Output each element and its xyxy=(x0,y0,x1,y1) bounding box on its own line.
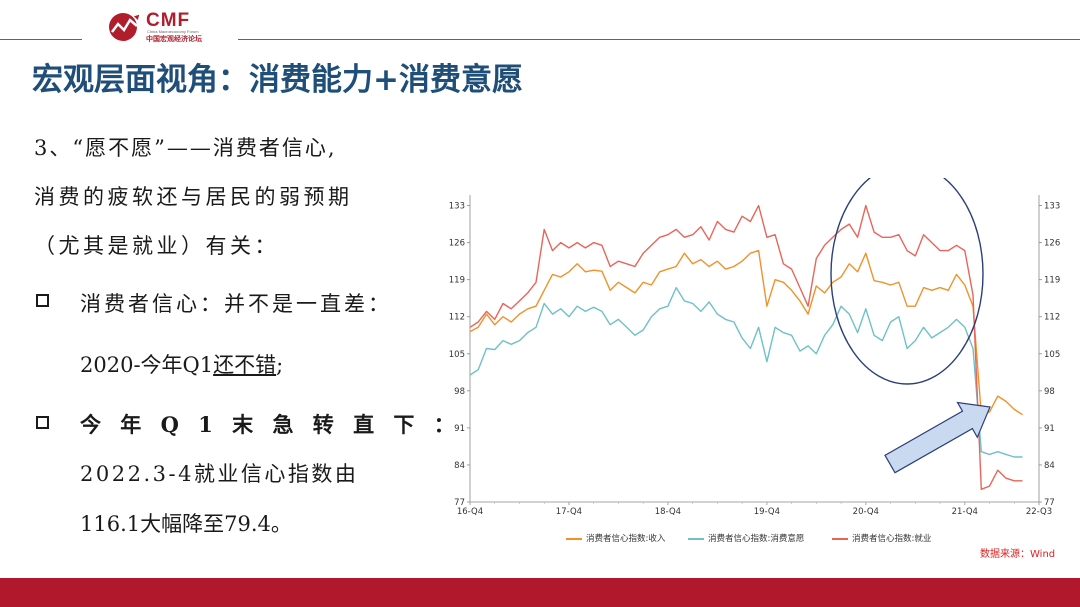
y-tick-label-right: 105 xyxy=(1044,350,1060,360)
y-tick-label-right: 119 xyxy=(1044,276,1060,286)
consumer-confidence-chart: 77 77 84 84 91 91 98 98 105 105 112 112 119 119 126 126… xyxy=(449,178,1060,517)
data-source: 数据来源：Wind xyxy=(980,549,1056,560)
y-tick-label-right: 77 xyxy=(1044,498,1055,508)
footer-bar xyxy=(0,578,1080,607)
legend-swatch xyxy=(832,537,848,540)
y-tick-label-right: 91 xyxy=(1044,424,1055,434)
legend-item: 消费者信心指数:就业 xyxy=(832,532,931,544)
bullet-square-1 xyxy=(36,294,49,307)
x-tick-label: 22-Q3 xyxy=(1026,507,1052,517)
y-tick-label-right: 126 xyxy=(1044,239,1060,249)
header-rule-left xyxy=(0,39,82,40)
header-rule-right xyxy=(238,39,1080,40)
bullet-2-line-2: 2022.3-4就业信心指数由 xyxy=(80,462,359,486)
body-line-3: （尤其是就业）有关： xyxy=(34,234,279,258)
bullet-1-sub-underlined: 还不错 xyxy=(213,353,277,377)
y-tick-label-left: 77 xyxy=(454,498,465,508)
bullet-2-text: 今 年 Q 1 末 急 转 直 下 ： xyxy=(80,412,461,437)
legend-label: 消费者信心指数:收入 xyxy=(586,534,666,544)
logo-brand: CMF xyxy=(146,10,191,31)
series-line xyxy=(469,286,1023,458)
legend-label: 消费者信心指数:消费意愿 xyxy=(708,534,805,544)
highlight-ellipse xyxy=(830,178,984,385)
x-tick-label: 20-Q4 xyxy=(853,507,879,517)
logo-subtitle-cn: 中国宏观经济论坛 xyxy=(146,34,202,43)
x-tick-label: 18-Q4 xyxy=(655,507,681,517)
body-line-1: 3、“愿不愿”——消费者信心, xyxy=(34,136,337,160)
y-tick-label-right: 133 xyxy=(1044,202,1060,212)
cmf-logo: CMF China Macroeconomy Forum 中国宏观经济论坛 xyxy=(106,8,246,44)
series-line xyxy=(469,204,1023,490)
slide-title: 宏观层面视角：消费能力+消费意愿 xyxy=(32,62,523,98)
y-tick-label-left: 84 xyxy=(454,461,465,471)
y-tick-label-right: 84 xyxy=(1044,461,1055,471)
y-tick-label-right: 98 xyxy=(1044,387,1055,397)
y-tick-label-left: 133 xyxy=(449,202,465,212)
bullet-square-2 xyxy=(36,416,49,429)
legend-label: 消费者信心指数:就业 xyxy=(852,534,932,544)
y-tick-label-left: 91 xyxy=(454,424,465,434)
legend-swatch xyxy=(688,537,704,540)
chart-legend: 消费者信心指数:收入 消费者信心指数:消费意愿 消费者信心指数:就业 xyxy=(566,532,976,546)
cmf-logo-icon xyxy=(109,13,141,41)
bullet-1-text: 消费者信心：并不是一直差： xyxy=(80,292,392,316)
bullet-1-sub-prefix: 2020-今年Q1 xyxy=(80,353,214,377)
legend-item: 消费者信心指数:收入 xyxy=(566,532,665,544)
x-tick-label: 19-Q4 xyxy=(754,507,780,517)
y-tick-label-left: 98 xyxy=(454,387,465,397)
legend-swatch xyxy=(566,537,582,540)
body-line-2: 消费的疲软还与居民的弱预期 xyxy=(34,185,353,209)
y-tick-label-left: 126 xyxy=(449,239,465,249)
logo-subtitle-en: China Macroeconomy Forum xyxy=(147,29,199,34)
bullet-2-line-3: 116.1大幅降至79.4。 xyxy=(80,512,292,536)
x-tick-label: 17-Q4 xyxy=(556,507,582,517)
y-tick-label-left: 119 xyxy=(449,276,465,286)
x-tick-label: 21-Q4 xyxy=(952,507,978,517)
x-tick-label: 16-Q4 xyxy=(457,507,483,517)
bullet-1-sub-suffix: ; xyxy=(276,353,284,377)
legend-item: 消费者信心指数:消费意愿 xyxy=(688,532,804,544)
y-tick-label-left: 112 xyxy=(449,313,465,323)
bullet-1-subtext: 2020-今年Q1还不错; xyxy=(80,349,283,379)
y-tick-label-left: 105 xyxy=(449,350,465,360)
series-line xyxy=(469,249,1023,416)
annotation-arrow xyxy=(884,401,991,474)
y-tick-label-right: 112 xyxy=(1044,313,1060,323)
